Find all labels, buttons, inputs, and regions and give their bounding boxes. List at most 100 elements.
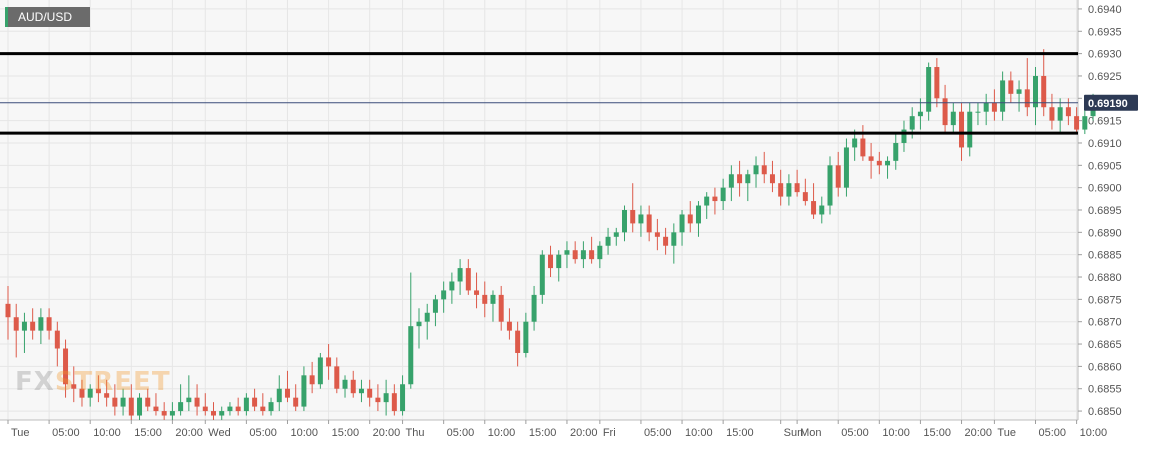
y-tick-label: 0.6910 <box>1088 138 1122 150</box>
x-tick-label: 20:00 <box>965 427 993 439</box>
candle-body <box>358 388 364 394</box>
candle-body <box>71 384 77 389</box>
candle-body <box>720 187 726 202</box>
candle-body <box>309 375 315 385</box>
candle-body <box>876 160 882 166</box>
candle-body <box>597 245 603 260</box>
candle-body <box>1008 80 1014 94</box>
candle-body <box>441 290 447 300</box>
candle-body <box>391 393 397 412</box>
candle-body <box>1016 89 1022 94</box>
candle-body <box>284 388 290 398</box>
candle-body <box>334 366 340 389</box>
candle-body <box>786 183 792 197</box>
candle-body <box>13 317 19 331</box>
candle-body <box>1033 75 1038 108</box>
x-tick-label: Sun <box>784 427 804 439</box>
candle-body <box>202 406 208 412</box>
candle-body <box>424 312 430 322</box>
candle-body <box>769 174 775 184</box>
candle-body <box>778 183 784 197</box>
x-tick-label: Tue <box>11 427 30 439</box>
watermark-part1: FX <box>15 367 55 397</box>
x-tick-label: 15:00 <box>332 427 360 439</box>
ticker-label[interactable]: AUD/USD <box>5 7 91 27</box>
candle-body <box>852 138 858 148</box>
x-tick-label: 20:00 <box>570 427 598 439</box>
candle-body <box>21 321 27 331</box>
candle-body <box>1041 75 1047 108</box>
candle-body <box>252 397 258 407</box>
candle-body <box>819 205 825 215</box>
y-tick-label: 0.6900 <box>1088 183 1122 195</box>
candle-body <box>728 174 734 188</box>
candle-body <box>178 402 184 412</box>
candle-body <box>95 388 101 394</box>
candle-body <box>580 250 586 260</box>
candle-body <box>367 388 373 398</box>
candle-body <box>375 397 381 403</box>
y-tick-label: 0.6930 <box>1088 49 1122 61</box>
candle-body <box>523 321 529 353</box>
y-tick-label: 0.6915 <box>1088 116 1122 128</box>
x-tick-label: 15:00 <box>726 427 754 439</box>
candle-body <box>243 397 249 412</box>
y-tick-label: 0.6890 <box>1088 227 1122 239</box>
candle-body <box>950 111 956 126</box>
candle-body <box>663 236 669 246</box>
candle-body <box>1024 89 1030 108</box>
candle-body <box>753 165 759 175</box>
candle-body <box>630 210 636 224</box>
candle-body <box>1082 116 1088 130</box>
candle-body <box>350 379 356 394</box>
candle-body <box>342 379 348 389</box>
candle-body <box>622 210 627 233</box>
y-tick-label: 0.6895 <box>1088 205 1122 217</box>
candle-body <box>38 317 44 331</box>
x-tick-label: 10:00 <box>290 427 318 439</box>
candle-body <box>169 411 175 416</box>
candle-body <box>885 160 891 166</box>
candle-body <box>1065 107 1071 117</box>
candle-body <box>5 303 11 318</box>
candle-body <box>54 330 60 349</box>
candle-body <box>515 330 521 353</box>
candle-body <box>539 254 545 295</box>
candle-body <box>104 393 110 398</box>
candle-body <box>605 236 611 246</box>
candle-body <box>983 102 989 112</box>
x-tick-label: Tue <box>997 427 1016 439</box>
y-tick-label: 0.6940 <box>1088 4 1122 16</box>
x-tick-label: 15:00 <box>529 427 557 439</box>
candle-body <box>1057 107 1063 121</box>
candle-body <box>835 165 841 188</box>
candle-body <box>556 254 562 269</box>
candle-body <box>498 294 504 322</box>
candle-body <box>235 406 241 412</box>
candle-body <box>194 397 200 407</box>
candle-body <box>901 129 907 143</box>
candle-body <box>613 232 619 237</box>
candle-body <box>991 102 997 112</box>
candle-body <box>704 196 710 206</box>
candle-body <box>679 214 685 233</box>
candle-body <box>474 290 480 295</box>
x-tick-label: 10:00 <box>1080 427 1108 439</box>
candle-body <box>794 183 800 193</box>
candle-body <box>654 232 660 237</box>
candle-body <box>531 294 537 322</box>
y-tick-label: 0.6925 <box>1088 71 1122 83</box>
candle-body <box>893 142 899 161</box>
candle-body <box>843 147 849 188</box>
x-tick-label: Thu <box>406 427 425 439</box>
candle-body <box>671 232 677 246</box>
candle-body <box>383 393 389 403</box>
candle-body <box>548 254 554 269</box>
y-tick-label: 0.6880 <box>1088 272 1122 284</box>
candle-body <box>811 201 817 215</box>
candle-body <box>860 138 866 157</box>
x-tick-label: 05:00 <box>249 427 277 439</box>
candle-body <box>326 357 332 367</box>
candle-body <box>145 397 151 407</box>
candle-body <box>482 294 488 304</box>
